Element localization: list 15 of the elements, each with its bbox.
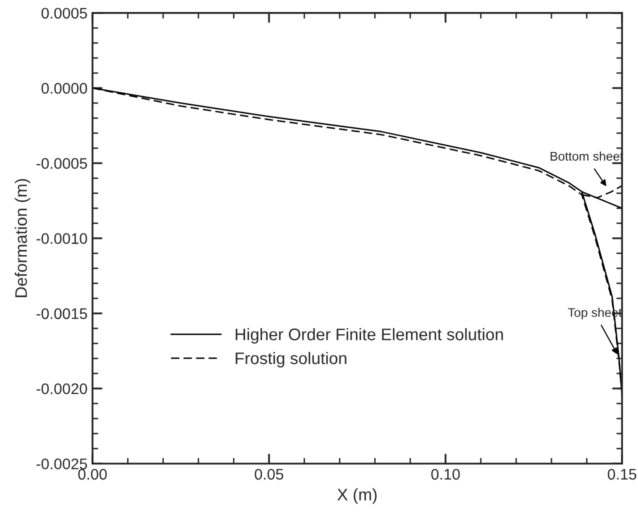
- legend-label: Higher Order Finite Element solution: [236, 328, 503, 344]
- y-tick-label: 0.0005: [42, 8, 88, 19]
- y-tick-label: -0.0015: [36, 308, 88, 320]
- y-tick-label: -0.0005: [36, 158, 88, 169]
- y-tick-label: -0.0025: [36, 458, 88, 470]
- y-axis-title: Deformation (m): [14, 179, 30, 298]
- x-tick-label: 0.00: [78, 468, 107, 480]
- y-tick-label: -0.0020: [36, 383, 88, 394]
- legend-label: Frostig solution: [236, 352, 346, 368]
- x-axis-title: X (m): [337, 488, 377, 504]
- x-tick-label: 0.10: [431, 468, 460, 480]
- x-tick-label: 0.15: [608, 468, 636, 480]
- y-tick-label: -0.0010: [36, 233, 88, 244]
- x-tick-label: 0.05: [254, 468, 284, 480]
- y-tick-label: 0.0000: [42, 82, 88, 94]
